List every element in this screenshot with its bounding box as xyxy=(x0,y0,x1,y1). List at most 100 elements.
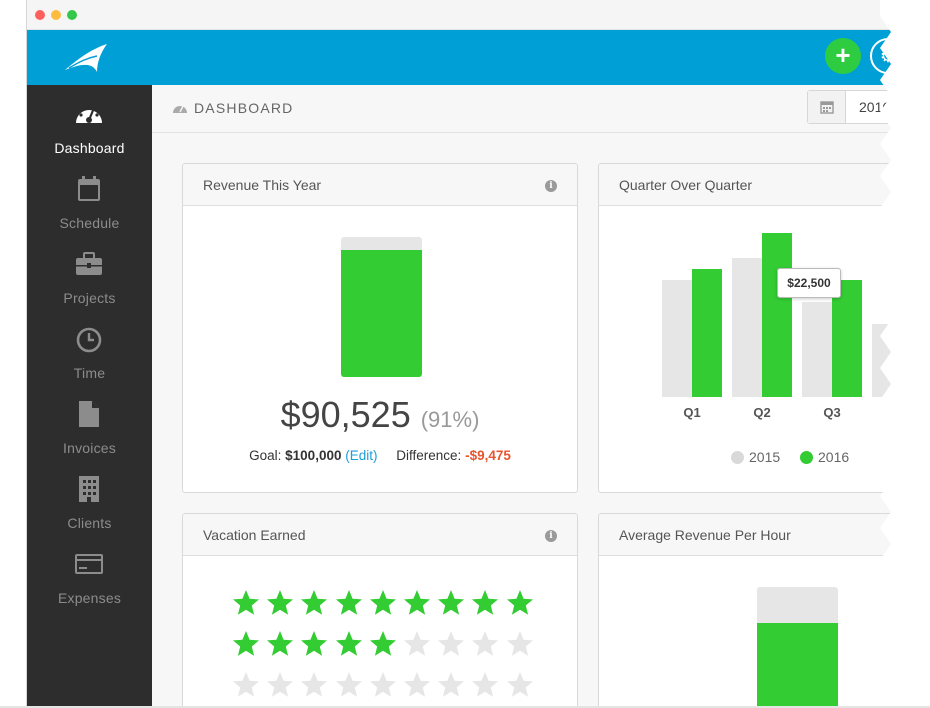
edit-goal-link[interactable]: (Edit) xyxy=(345,448,378,463)
star-empty-icon xyxy=(438,631,465,656)
quarter-chart: Q1 Q2 Q3 $22,500 2015 2016 xyxy=(599,206,906,486)
star-empty-icon xyxy=(404,672,430,697)
revenue-card: Revenue This Year i $90,525 (91%) Goal: … xyxy=(182,163,578,493)
star-empty-icon xyxy=(506,672,533,697)
briefcase-icon xyxy=(76,252,102,275)
sidebar-item-label: Schedule xyxy=(59,215,120,231)
star-earned-icon xyxy=(301,631,328,656)
goal-value: $100,000 xyxy=(285,448,342,463)
star-earned-icon xyxy=(369,631,396,656)
bar-q3-2016[interactable] xyxy=(832,280,862,397)
close-window-button[interactable] xyxy=(35,10,45,20)
bar-tooltip: $22,500 xyxy=(777,268,841,298)
star-empty-icon xyxy=(301,672,328,697)
building-icon xyxy=(79,476,99,502)
star-earned-icon xyxy=(404,590,430,615)
revenue-percent: (91%) xyxy=(420,407,480,432)
minimize-window-button[interactable] xyxy=(51,10,61,20)
legend-label: 2016 xyxy=(818,449,850,465)
bar-q3-2015[interactable] xyxy=(802,302,832,397)
star-earned-icon xyxy=(301,590,328,615)
year-picker[interactable]: 2016 xyxy=(807,90,906,124)
sidebar-item-label: Dashboard xyxy=(54,140,125,156)
card-header: Quarter Over Quarter xyxy=(599,164,906,206)
star-empty-icon xyxy=(233,672,259,697)
document-icon xyxy=(79,401,99,427)
page-header: DASHBOARD 2016 xyxy=(152,85,906,133)
credit-card-icon xyxy=(75,554,103,574)
card-title: Vacation Earned xyxy=(203,527,306,543)
star-earned-icon xyxy=(335,631,362,656)
sidebar-item-schedule[interactable]: Schedule xyxy=(27,160,152,235)
bar-q2-2016[interactable] xyxy=(762,232,792,397)
app-window: + ⚙ Dashboard Schedule xyxy=(26,0,906,708)
star-empty-icon xyxy=(506,631,533,656)
revenue-value: $90,525 xyxy=(280,394,411,435)
legend-label: 2015 xyxy=(749,449,781,465)
legend-item-2015[interactable]: 2015 xyxy=(731,449,780,465)
sidebar-item-dashboard[interactable]: Dashboard xyxy=(27,85,152,160)
card-header: Vacation Earned i xyxy=(183,514,577,556)
legend-swatch xyxy=(800,451,813,464)
calendar-icon xyxy=(78,176,100,201)
sidebar-item-clients[interactable]: Clients xyxy=(27,460,152,535)
legend-swatch xyxy=(731,451,744,464)
card-title: Revenue This Year xyxy=(203,177,322,193)
star-earned-icon xyxy=(267,590,294,615)
plus-icon: + xyxy=(835,40,851,70)
sidebar-item-projects[interactable]: Projects xyxy=(27,235,152,310)
bar-q2-2015[interactable] xyxy=(732,258,762,397)
bar-q1-2016[interactable] xyxy=(692,269,722,397)
difference-label: Difference: xyxy=(396,448,462,463)
card-header: Revenue This Year i xyxy=(183,164,577,206)
sidebar-item-label: Time xyxy=(73,365,106,381)
star-earned-icon xyxy=(438,590,465,615)
quarter-card: Quarter Over Quarter Q1 Q2 Q3 $22,500 2015 20… xyxy=(598,163,906,493)
calendar-icon xyxy=(820,101,834,114)
torn-edge xyxy=(880,0,930,708)
star-earned-icon xyxy=(472,590,499,615)
sidebar-item-time[interactable]: Time xyxy=(27,310,152,385)
clock-icon xyxy=(76,327,102,353)
card-title: Quarter Over Quarter xyxy=(619,177,753,193)
difference-value: -$9,475 xyxy=(465,448,511,463)
app-header: + ⚙ xyxy=(27,30,906,85)
star-empty-icon xyxy=(404,631,430,656)
sidebar-item-label: Clients xyxy=(67,515,112,531)
maximize-window-button[interactable] xyxy=(67,10,77,20)
vacation-card: Vacation Earned i xyxy=(182,513,578,708)
avg-revenue-card: Average Revenue Per Hour xyxy=(598,513,906,708)
info-icon[interactable]: i xyxy=(545,180,557,192)
x-tick-label: Q2 xyxy=(753,405,771,420)
star-empty-icon xyxy=(472,631,499,656)
bar-q1-2015[interactable] xyxy=(662,280,692,397)
bottom-divider xyxy=(0,706,930,708)
revenue-progress-bar xyxy=(341,237,422,377)
sidebar-item-label: Expenses xyxy=(57,590,122,606)
calendar-button[interactable] xyxy=(808,91,846,123)
revenue-progress-fill xyxy=(341,249,422,377)
avg-revenue-progress-fill xyxy=(757,623,838,708)
gauge-icon xyxy=(76,105,102,123)
legend-item-2016[interactable]: 2016 xyxy=(800,449,849,465)
star-empty-icon xyxy=(369,672,396,697)
sidebar-item-label: Projects xyxy=(63,290,116,306)
window-titlebar xyxy=(27,0,906,30)
page-title: DASHBOARD xyxy=(194,100,294,116)
x-tick-label: Q1 xyxy=(683,405,701,420)
star-empty-icon xyxy=(335,672,362,697)
logo-icon[interactable] xyxy=(63,42,109,74)
sidebar-item-invoices[interactable]: Invoices xyxy=(27,385,152,460)
avg-revenue-progress-bar xyxy=(757,587,838,708)
sidebar-item-expenses[interactable]: Expenses xyxy=(27,535,152,610)
goal-label: Goal: xyxy=(249,448,282,463)
star-earned-icon xyxy=(506,590,533,615)
card-header: Average Revenue Per Hour xyxy=(599,514,906,556)
revenue-goal-line: Goal: $100,000 (Edit) Difference: -$9,47… xyxy=(183,448,577,463)
x-tick-label: Q3 xyxy=(823,405,841,420)
add-button[interactable]: + xyxy=(825,38,861,74)
card-title: Average Revenue Per Hour xyxy=(619,527,791,543)
revenue-amount: $90,525 (91%) xyxy=(183,394,577,436)
info-icon[interactable]: i xyxy=(545,530,557,542)
star-earned-icon xyxy=(233,590,259,615)
